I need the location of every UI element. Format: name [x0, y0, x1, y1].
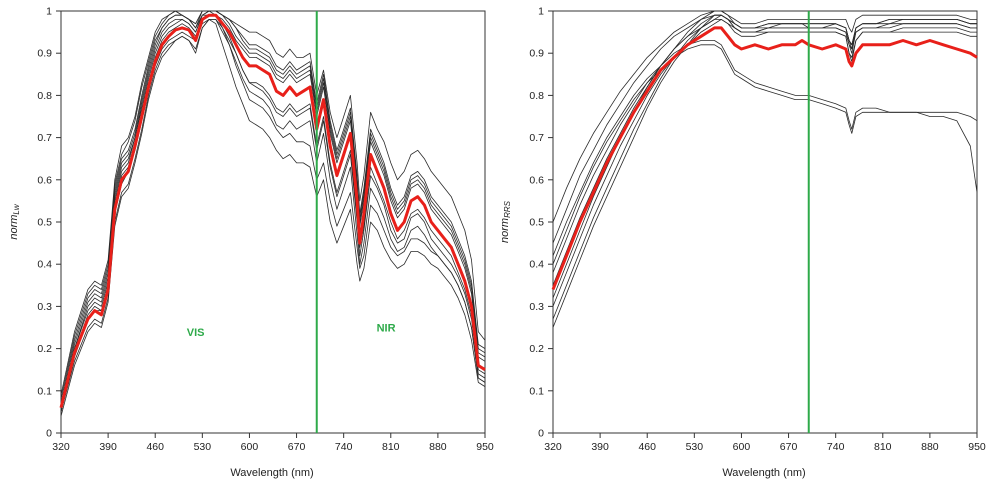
right-y-tick-label: 0.1	[529, 385, 544, 397]
right-x-tick-label: 320	[544, 441, 562, 453]
right-series-sample-7	[552, 14, 977, 286]
right-y-tick-label: 0.2	[529, 343, 544, 355]
left-y-tick-label: 0.6	[37, 174, 52, 186]
right-series-sample-5	[552, 14, 977, 320]
right-y-tick-label: 0.7	[529, 132, 544, 144]
left-series-sample-5	[60, 14, 486, 408]
right-series-sample-10	[552, 40, 978, 256]
left-x-tick-label: 530	[194, 441, 212, 453]
right-y-axis-title-prefix: norm	[499, 218, 511, 243]
left-x-tick-label: 880	[429, 441, 447, 453]
right-x-tick-label: 950	[968, 441, 986, 453]
left-y-axis-title-subscript: Lw	[12, 203, 21, 214]
right-y-tick-label: 0.3	[529, 301, 544, 313]
right-y-tick-label: 0.8	[529, 90, 544, 102]
right-y-tick-label: 0.6	[529, 174, 544, 186]
left-series-sample-10	[60, 10, 486, 400]
left-y-tick-label: 0.4	[37, 259, 52, 271]
left-annotation-vis: VIS	[187, 327, 205, 339]
right-x-tick-label: 460	[638, 441, 656, 453]
left-y-tick-label: 0.5	[37, 217, 52, 229]
left-y-tick-label: 0.7	[37, 132, 52, 144]
right-y-axis-title-subscript: RRS	[503, 200, 512, 218]
left-x-tick-label: 740	[335, 441, 353, 453]
left-series-sample-7	[60, 10, 486, 408]
right-plot-frame	[552, 10, 978, 434]
left-series-sample-3	[60, 19, 486, 413]
left-y-axis-title-prefix: norm	[8, 215, 20, 240]
left-series-sample-2	[60, 10, 486, 396]
right-series-sample-1	[552, 10, 977, 223]
right-y-tick-label: 0.5	[529, 217, 544, 229]
right-x-tick-label: 600	[733, 441, 751, 453]
right-x-tick-label: 530	[686, 441, 704, 453]
left-series-sample-4	[60, 19, 486, 412]
left-y-tick-label: 0	[46, 428, 52, 440]
left-y-tick-label: 0.1	[37, 385, 52, 397]
chart-left-normlw: Wavelength (nm) normLw 0 0.1 0.2 0.3 0.4 0.5 0…	[8, 6, 494, 480]
right-x-tick-label: 390	[591, 441, 609, 453]
left-plot-frame	[60, 10, 486, 434]
right-series-mean	[551, 26, 978, 291]
right-x-tick-label: 810	[874, 441, 892, 453]
right-y-tick-label: 1	[538, 6, 544, 18]
left-x-tick-label: 950	[476, 441, 494, 453]
left-y-tick-label: 0.2	[37, 343, 52, 355]
left-y-tick-label: 1	[46, 6, 52, 18]
left-series-sample-1	[60, 10, 486, 404]
left-x-tick-label: 810	[382, 441, 400, 453]
right-x-tick-label: 880	[921, 441, 939, 453]
right-series-sample-6	[552, 14, 977, 328]
right-x-axis-title: Wavelength (nm)	[722, 467, 805, 479]
left-y-axis-title: normLw	[8, 203, 21, 240]
left-series-sample-9	[60, 10, 486, 408]
left-x-tick-label: 320	[52, 441, 70, 453]
left-x-tick-label: 390	[99, 441, 117, 453]
left-y-tick-label: 0.3	[37, 301, 52, 313]
right-y-tick-label: 0	[538, 428, 544, 440]
right-y-axis-title: normRRS	[499, 200, 512, 243]
left-x-tick-label: 460	[146, 441, 164, 453]
left-series-mean	[59, 13, 486, 409]
right-series-sample-4	[552, 19, 977, 307]
left-x-tick-label: 600	[241, 441, 259, 453]
left-x-axis-title: Wavelength (nm)	[230, 467, 313, 479]
left-y-tick-label: 0.9	[37, 48, 52, 60]
right-y-tick-label: 0.9	[529, 48, 544, 60]
left-annotation-nir: NIR	[377, 323, 396, 335]
left-y-tick-label: 0.8	[37, 90, 52, 102]
right-x-tick-label: 670	[780, 441, 798, 453]
left-series-sample-6	[60, 19, 486, 417]
right-y-tick-label: 0.4	[529, 259, 544, 271]
right-x-tick-label: 740	[827, 441, 845, 453]
chart-right-normrrs: Wavelength (nm) normRRS 0 0.1 0.2 0.3 0.4 0.5…	[499, 6, 986, 480]
left-x-tick-label: 670	[288, 441, 306, 453]
left-series-sample-8	[60, 14, 486, 412]
